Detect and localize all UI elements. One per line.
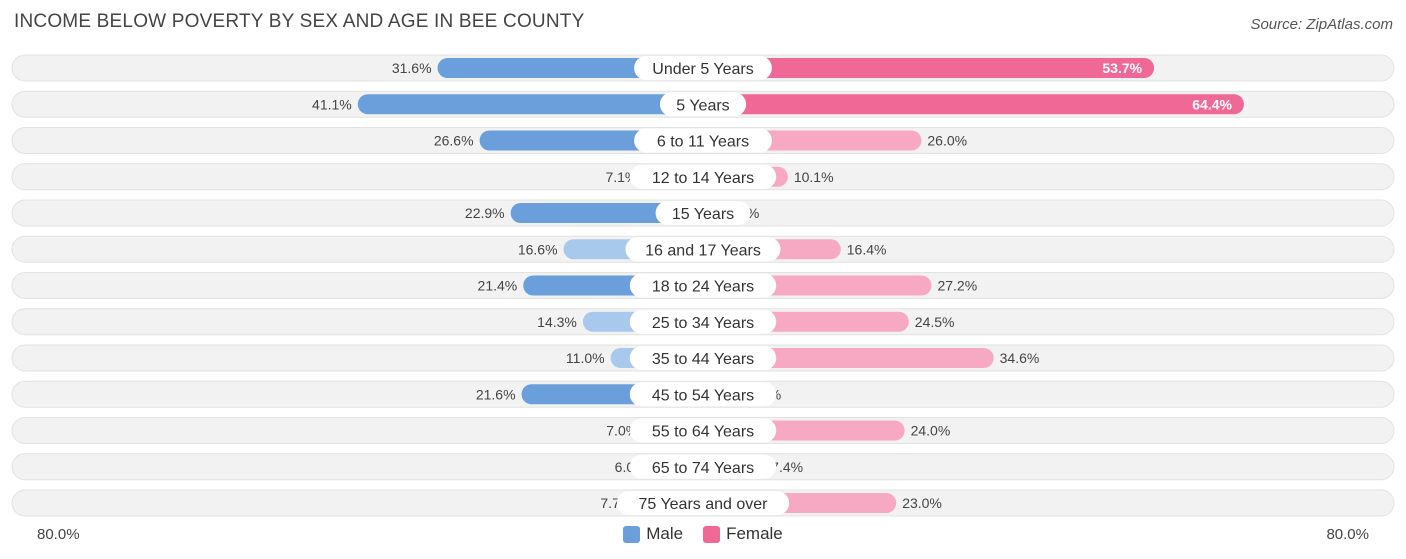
legend-item-female: Female: [703, 524, 783, 544]
female-value-label: 10.1%: [794, 169, 834, 185]
female-bar: [703, 94, 1244, 115]
female-bar: [703, 58, 1155, 78]
female-value-label: 27.2%: [937, 278, 977, 294]
category-label: 15 Years: [672, 206, 734, 223]
female-value-label: 23.0%: [902, 495, 942, 511]
category-pill: [616, 491, 790, 515]
category-label: 18 to 24 Years: [652, 279, 754, 296]
category-pill: [629, 273, 777, 298]
male-value-label: 21.6%: [476, 386, 516, 402]
category-label: 55 to 64 Years: [652, 424, 754, 441]
female-bar: [703, 348, 994, 368]
male-value-label: 31.6%: [392, 60, 432, 76]
chart-svg: 31.6% 53.7% Under 5 Years 41.1% 64.4% 5 Years…: [11, 54, 1395, 517]
category-label: 25 to 34 Years: [652, 315, 754, 332]
legend-item-male: Male: [623, 524, 683, 544]
chart-title: INCOME BELOW POVERTY BY SEX AND AGE IN B…: [14, 11, 585, 32]
category-pill: [634, 128, 772, 153]
category-pill: [655, 201, 751, 225]
category-label: 65 to 74 Years: [652, 460, 754, 477]
female-value-label: 24.0%: [911, 423, 951, 439]
category-label: Under 5 Years: [652, 61, 753, 78]
source-credit: Source: ZipAtlas.com: [1250, 16, 1393, 33]
category-pill: [629, 382, 777, 407]
category-pill: [659, 92, 747, 117]
female-value-label: 16.4%: [847, 241, 887, 257]
male-value-label: 16.6%: [518, 241, 558, 257]
category-label: 12 to 14 Years: [652, 170, 754, 187]
axis-left-label: 80.0%: [37, 526, 80, 543]
category-label: 6 to 11 Years: [657, 134, 749, 151]
female-value-label: 7.4%: [771, 459, 803, 475]
male-value-label: 21.4%: [478, 278, 518, 294]
male-bar: [357, 94, 703, 115]
category-pill: [629, 309, 777, 334]
legend-swatch-male: [623, 525, 641, 543]
male-value-label: 41.1%: [312, 96, 352, 112]
category-label: 45 to 54 Years: [652, 387, 754, 404]
male-value-label: 7.1%: [605, 169, 637, 185]
category-label: 5 Years: [676, 97, 729, 114]
female-value-label: 26.0%: [927, 133, 967, 149]
female-value-label: 53.7%: [1102, 60, 1142, 76]
category-label: 16 and 17 Years: [645, 242, 761, 259]
legend-label-male: Male: [646, 524, 684, 543]
category-label: 75 Years and over: [639, 496, 769, 513]
legend-swatch-female: [703, 525, 721, 543]
category-pill: [629, 418, 777, 443]
legend: Male Female: [0, 524, 1406, 544]
male-value-label: 7.0%: [606, 423, 638, 439]
male-value-label: 26.6%: [434, 133, 474, 149]
category-pill: [625, 237, 781, 262]
category-pill: [634, 56, 772, 80]
female-value-label: 24.5%: [915, 314, 955, 330]
female-value-label: 64.4%: [1192, 96, 1232, 112]
male-value-label: 14.3%: [537, 314, 577, 330]
female-value-label: 34.6%: [1000, 350, 1040, 366]
category-label: 35 to 44 Years: [652, 351, 754, 368]
legend-label-female: Female: [726, 524, 783, 543]
male-bar: [510, 203, 703, 223]
category-pill: [629, 164, 777, 189]
male-value-label: 22.9%: [465, 205, 505, 221]
category-pill: [629, 454, 777, 479]
axis-right-label: 80.0%: [1326, 526, 1369, 543]
male-value-label: 11.0%: [566, 350, 605, 366]
category-pill: [629, 346, 777, 370]
